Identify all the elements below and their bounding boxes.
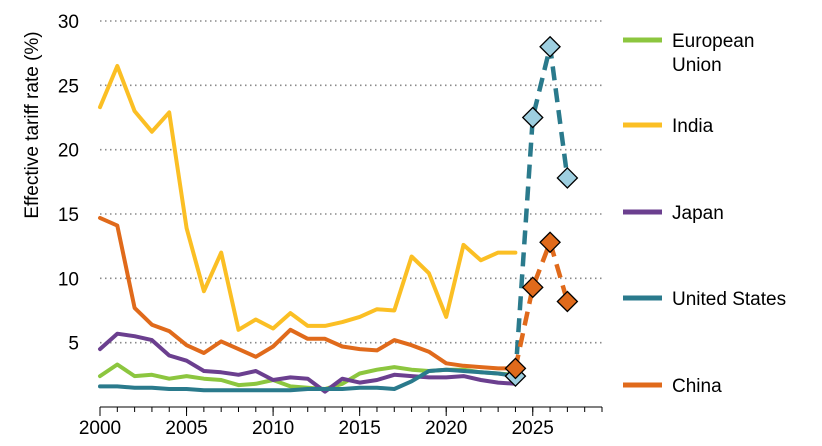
- series-line-china: [98, 215, 518, 371]
- y-tick-label: 15: [58, 205, 79, 226]
- series-layer: [98, 64, 518, 394]
- x-tick-label: 2020: [425, 418, 467, 439]
- legend-label: Union: [672, 55, 722, 76]
- projection-marker-china: [521, 276, 544, 299]
- legend-label: China: [672, 376, 722, 397]
- projection-marker-china: [556, 290, 579, 313]
- projection-line-china: [513, 240, 570, 369]
- projection-marker-united-states: [521, 106, 544, 129]
- projection-marker-china: [539, 231, 561, 254]
- series-line-japan: [98, 331, 518, 394]
- y-tick-label: 20: [58, 141, 79, 162]
- projection-marker-china: [504, 357, 527, 380]
- x-tick-label: 2005: [165, 418, 207, 439]
- y-tick-label: 5: [68, 334, 79, 355]
- y-axis-title: Effective tariff rate (%): [22, 31, 43, 218]
- y-tick-label: 30: [58, 12, 79, 33]
- x-tick-label: 2025: [512, 418, 554, 439]
- legend-label: India: [672, 116, 714, 137]
- y-tick-label: 25: [58, 76, 79, 97]
- projection-layer: [504, 35, 579, 388]
- legend-label: European: [672, 31, 754, 52]
- projection-line-united-states: [513, 44, 570, 377]
- legend-label: Japan: [672, 203, 724, 224]
- legend-label: United States: [672, 289, 786, 310]
- x-tick-label: 2000: [79, 418, 121, 439]
- y-tick-label: 10: [58, 269, 79, 290]
- series-line-united-states: [98, 367, 518, 393]
- projection-marker-united-states: [539, 35, 561, 58]
- series-line-india: [98, 64, 518, 332]
- projection-marker-united-states: [556, 167, 579, 189]
- grid-lines: [100, 20, 602, 344]
- legend: European Union India Japan United States Chin…: [623, 31, 786, 397]
- x-tick-label: 2015: [339, 418, 381, 439]
- x-tick-label: 2010: [252, 418, 294, 439]
